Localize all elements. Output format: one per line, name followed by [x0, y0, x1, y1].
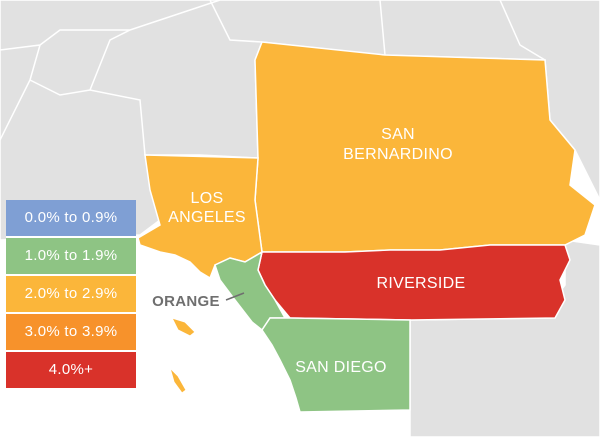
- island-san-clemente: [168, 366, 187, 394]
- gray-county-lines: [0, 0, 546, 156]
- orange-leader-line: [225, 292, 245, 301]
- label-san-bernardino-line2: BERNARDINO: [343, 146, 453, 163]
- label-los-angeles-line1: LOS: [191, 190, 224, 207]
- label-san-bernardino-line1: SAN: [381, 126, 415, 143]
- legend-item-4-plus: 4.0%+: [6, 352, 136, 390]
- county-los-angeles[interactable]: [137, 154, 263, 280]
- legend-item-0-0.9: 0.0% to 0.9%: [6, 200, 136, 238]
- island-catalina: [171, 317, 196, 337]
- label-orange: ORANGE: [152, 293, 220, 310]
- legend-item-3-3.9: 3.0% to 3.9%: [6, 314, 136, 352]
- legend-item-2-2.9: 2.0% to 2.9%: [6, 276, 136, 314]
- county-san-diego[interactable]: [261, 317, 411, 413]
- legend: 0.0% to 0.9% 1.0% to 1.9% 2.0% to 2.9% 3…: [6, 200, 136, 390]
- label-san-diego: SAN DIEGO: [295, 359, 387, 376]
- label-los-angeles-line2: ANGELES: [168, 209, 246, 226]
- label-riverside: RIVERSIDE: [377, 275, 466, 292]
- legend-item-1-1.9: 1.0% to 1.9%: [6, 238, 136, 276]
